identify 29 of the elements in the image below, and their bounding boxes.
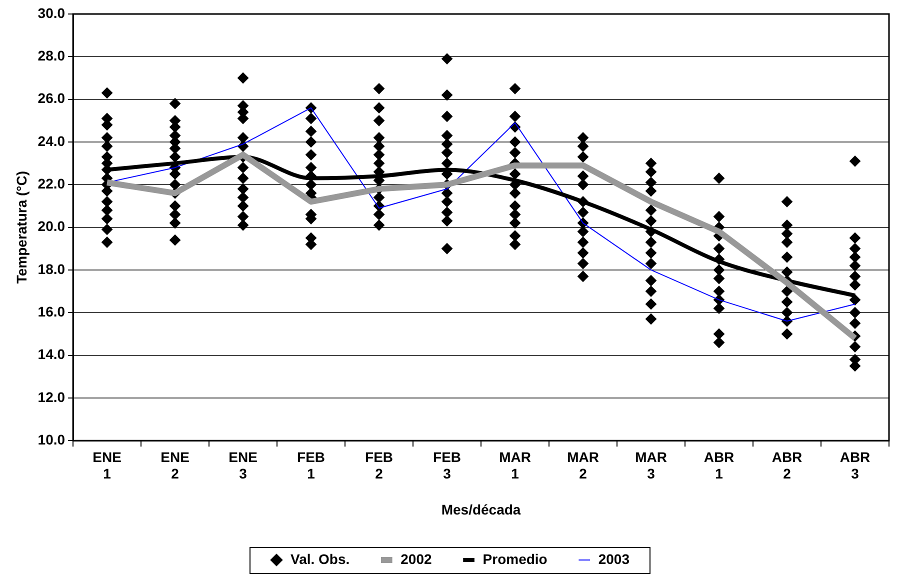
x-tick-label: FEB 2 [365, 448, 394, 482]
x-tick-label: ENE 1 [92, 448, 122, 482]
x-tick-label: MAR 3 [635, 448, 667, 482]
x-tick-label: FEB 3 [433, 448, 462, 482]
y-tick-label: 26.0 [38, 90, 66, 106]
x-tick-label: ENE 3 [228, 448, 258, 482]
y-tick-label: 18.0 [38, 260, 66, 277]
y-tick-label: 12.0 [38, 388, 66, 405]
x-tick-label: MAR 1 [499, 448, 531, 482]
x-tick-label: ABR 1 [704, 448, 734, 482]
legend-label: 2003 [598, 550, 630, 567]
y-tick-label: 20.0 [38, 218, 66, 234]
y-tick-label: 24.0 [38, 132, 66, 149]
x-tick-label: ABR 2 [772, 448, 802, 482]
y-axis-title: Temperatura (°C) [13, 170, 30, 284]
y-tick-label: 22.0 [38, 176, 66, 192]
legend-label: Promedio [482, 550, 548, 567]
y-tick-label: 16.0 [38, 303, 66, 320]
x-tick-label: FEB 1 [297, 448, 326, 482]
y-tick-label: 14.0 [38, 346, 66, 362]
legend-label: 2002 [400, 550, 432, 567]
x-tick-label: MAR 2 [567, 448, 599, 482]
y-tick-label: 28.0 [38, 48, 66, 64]
x-tick-label: ABR 3 [840, 448, 870, 482]
y-tick-label: 30.0 [38, 4, 66, 21]
legend-label: Val. Obs. [290, 550, 350, 567]
x-axis-title: Mes/década [441, 501, 521, 518]
y-tick-label: 10.0 [38, 431, 66, 448]
x-tick-label: ENE 2 [160, 448, 190, 482]
